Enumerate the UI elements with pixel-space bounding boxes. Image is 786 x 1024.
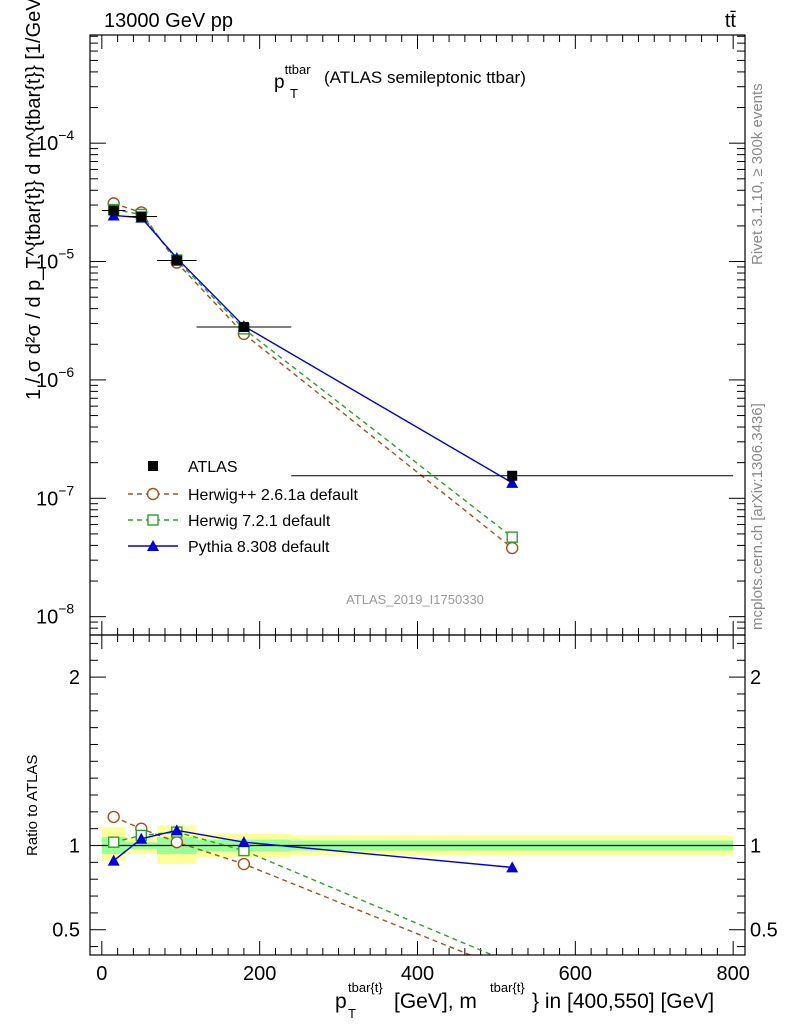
ratio-point-herwigpp xyxy=(107,810,120,824)
watermark: ATLAS_2019_I1750330 xyxy=(346,592,484,607)
ratio-tick-marks xyxy=(90,635,745,955)
point-herwig7 xyxy=(506,531,518,543)
plot-title-suffix: (ATLAS semileptonic ttbar) xyxy=(324,68,526,87)
tick-exponent: −6 xyxy=(58,364,74,380)
tick-base: 10 xyxy=(36,488,58,510)
x-axis-label-sup1: tbar{t} xyxy=(348,980,383,995)
ratio-line-herwigpp xyxy=(113,816,473,955)
tick-exponent: −5 xyxy=(58,246,74,262)
tick-exponent: −7 xyxy=(58,482,74,498)
ratio-uncertainty-bands xyxy=(101,825,734,865)
x-tick-label: 400 xyxy=(401,963,434,985)
ratio-y-tick-label-right: 2 xyxy=(750,667,761,689)
legend-marker-herwigpp xyxy=(146,487,160,501)
ratio-point-herwigpp xyxy=(237,857,251,871)
ratio-plot-panel: 0.5 0.51 12 2 0 200 400 600 800 Ratio to ATLAS … xyxy=(24,634,778,1021)
plot-title-sup: ttbar xyxy=(285,62,312,77)
process-label: tt̄ xyxy=(725,10,737,32)
rivet-label: Rivet 3.1.10, ≥ 300k events xyxy=(749,83,766,265)
legend-marker-herwig7 xyxy=(147,514,159,526)
main-plot-panel: 10−810−710−610−510−4 pttbar T (ATLAS sem… xyxy=(23,0,746,636)
point-atlas xyxy=(238,321,249,332)
tick-exponent: −8 xyxy=(58,601,74,617)
x-tick-label: 600 xyxy=(559,963,592,985)
energy-label: 13000 GeV pp xyxy=(104,10,233,32)
legend-label-herwig7: Herwig 7.2.1 default xyxy=(188,513,331,530)
ratio-y-tick-label-left: 2 xyxy=(69,667,80,689)
tick-exponent: −4 xyxy=(58,127,74,143)
main-tick-marks xyxy=(90,35,745,636)
x-axis-label-tail: } in [400,550] [GeV] xyxy=(532,990,714,1013)
main-y-tick-label: 10−4 xyxy=(36,127,74,155)
point-pythia xyxy=(506,476,519,488)
main-y-tick-labels: 10−810−710−610−510−4 xyxy=(36,127,74,628)
ratio-point-pythia xyxy=(107,854,120,866)
tick-base: 10 xyxy=(36,370,58,392)
main-y-tick-label: 10−5 xyxy=(36,246,74,274)
ratio-plot-frame xyxy=(89,634,746,956)
ratio-point-pythia xyxy=(170,824,183,836)
tick-base: 10 xyxy=(36,133,58,155)
point-atlas xyxy=(136,211,147,222)
ratio-point-pythia xyxy=(135,832,148,844)
legend-label-pythia: Pythia 8.308 default xyxy=(188,539,330,556)
point-herwigpp xyxy=(505,541,519,555)
x-axis-label-mid: [GeV], m xyxy=(394,990,477,1013)
ratio-y-tick-label-left: 1 xyxy=(69,836,80,858)
main-y-axis-label: 1 / σ d²σ / d p_T^{tbar{t}} d m^{tbar{t}… xyxy=(23,0,45,400)
mcplots-label: mcplots.cern.ch [arXiv:1306.3436] xyxy=(749,403,766,630)
point-atlas xyxy=(171,255,182,266)
ratio-point-pythia xyxy=(506,861,519,873)
ratio-series-layer xyxy=(107,810,519,955)
legend-marker-pythia xyxy=(147,540,159,551)
x-axis-label-sub: T xyxy=(348,1006,356,1021)
plot-title: pttbar xyxy=(274,62,311,93)
ratio-point-herwigpp xyxy=(170,835,184,849)
ratio-point-herwig7 xyxy=(107,836,120,848)
main-y-tick-label: 10−6 xyxy=(36,364,74,392)
ratio-y-tick-label-right: 1 xyxy=(750,836,761,858)
ratio-y-tick-labels: 0.5 0.5 1 1 2 2 xyxy=(52,667,778,942)
x-tick-label: 0 xyxy=(96,963,107,985)
x-tick-label: 800 xyxy=(716,963,749,985)
point-atlas xyxy=(108,205,119,216)
x-tick-label: 200 xyxy=(243,963,276,985)
point-atlas xyxy=(507,470,518,481)
tick-base: 10 xyxy=(36,607,58,629)
ratio-y-tick-label-left: 0.5 xyxy=(52,920,80,942)
legend-label-atlas: ATLAS xyxy=(188,459,238,476)
plot-title-sub: T xyxy=(290,86,298,101)
legend-label-herwigpp: Herwig++ 2.6.1a default xyxy=(188,487,358,504)
legend-marker-atlas xyxy=(148,461,158,471)
x-axis-label: p T tbar{t} [GeV], m tbar{t} } in [400,5… xyxy=(335,980,714,1021)
main-y-tick-label: 10−7 xyxy=(36,482,74,510)
main-y-tick-label: 10−8 xyxy=(36,601,74,629)
ratio-point-pythia xyxy=(237,836,250,848)
ratio-y-axis-label: Ratio to ATLAS xyxy=(24,755,41,856)
tick-base: 10 xyxy=(36,252,58,274)
main-series-layer xyxy=(101,197,734,555)
ratio-x-tick-labels: 0 200 400 600 800 xyxy=(96,963,750,985)
legend: ATLAS Herwig++ 2.6.1a default Herwig 7.2.1… xyxy=(128,459,358,556)
plot-title-p: p xyxy=(274,72,285,93)
x-axis-label-p: p xyxy=(335,990,347,1013)
x-axis-label-sup2: tbar{t} xyxy=(490,980,525,995)
ratio-y-tick-label-right: 0.5 xyxy=(750,920,778,942)
